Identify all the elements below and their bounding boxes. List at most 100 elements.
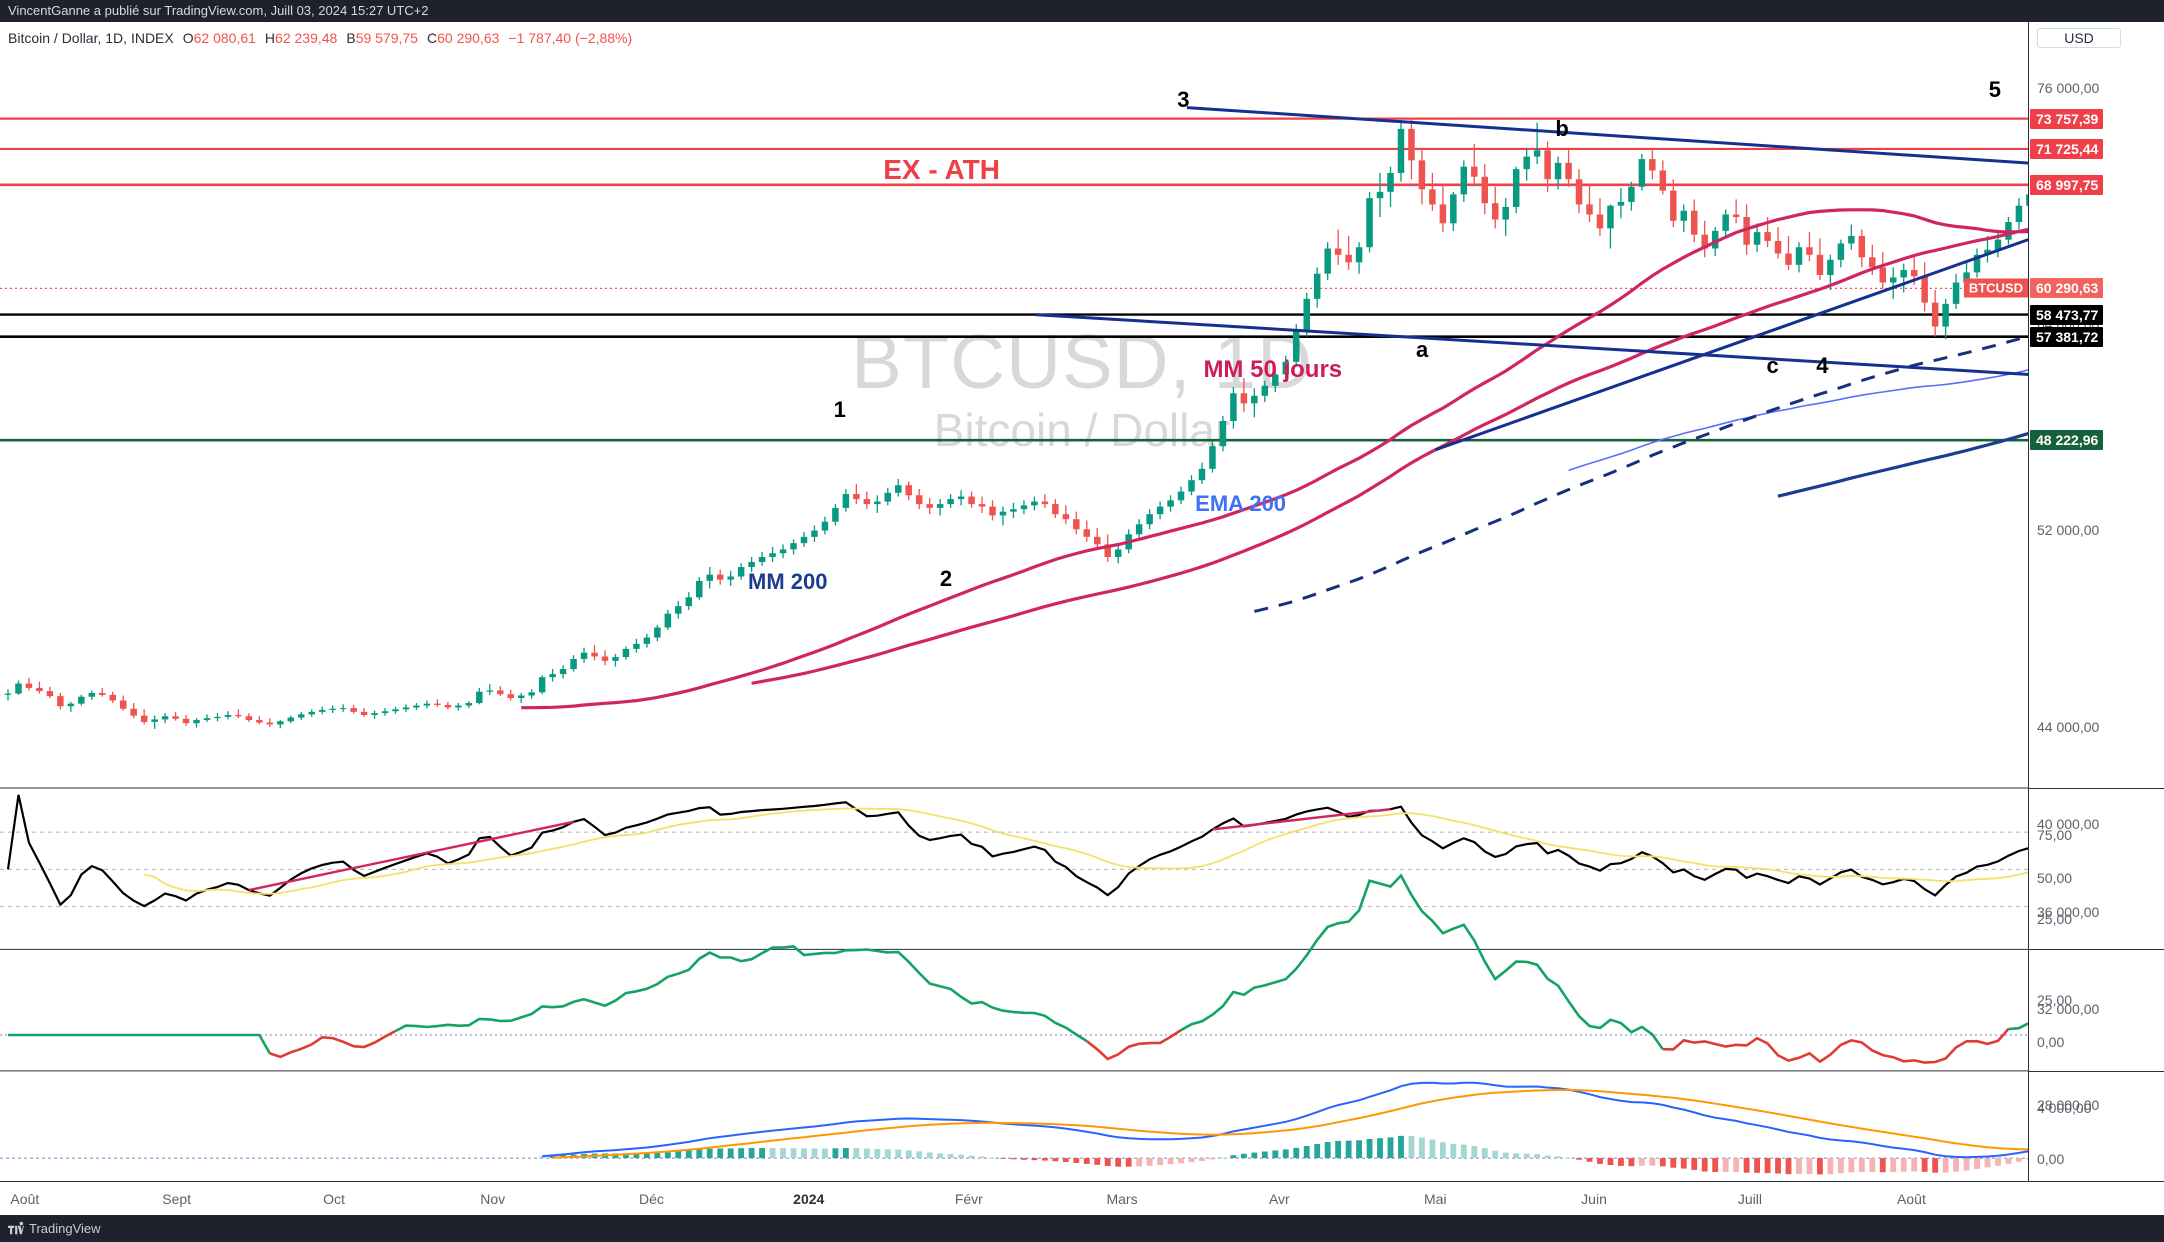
chart-canvas[interactable]: BTCUSD, 1D Bitcoin / Dollar EX - ATH MM 5… bbox=[0, 22, 2164, 1215]
time-tick-label: Juin bbox=[1581, 1191, 1607, 1207]
candle-body bbox=[591, 652, 598, 657]
price-tick-label: 40 000,00 bbox=[2037, 815, 2100, 832]
macd-bar bbox=[1733, 1158, 1740, 1172]
downtrend-line-upper[interactable] bbox=[1186, 106, 2067, 168]
price-tick-label: 0,00 bbox=[2037, 1033, 2065, 1050]
candle-body bbox=[46, 691, 54, 697]
candle-body bbox=[476, 691, 483, 704]
candle-body bbox=[1272, 374, 1279, 386]
macd-bar bbox=[759, 1148, 766, 1159]
macd-bar bbox=[1240, 1153, 1247, 1159]
macd-bar bbox=[1000, 1158, 1006, 1159]
macd-bar bbox=[853, 1148, 860, 1159]
macd-bar bbox=[1041, 1158, 1048, 1161]
macd-bar bbox=[842, 1147, 849, 1159]
macd-bar bbox=[811, 1148, 818, 1159]
macd-bar bbox=[706, 1148, 713, 1159]
candle-body bbox=[1418, 160, 1426, 190]
macd-bar bbox=[1083, 1158, 1090, 1164]
pane-separator bbox=[2029, 1070, 2164, 1072]
price-level-tag[interactable]: 73 757,39 bbox=[2030, 108, 2104, 129]
macd-bar bbox=[685, 1150, 692, 1159]
macd-bar bbox=[863, 1148, 870, 1159]
price-level-tag[interactable]: 48 222,96 bbox=[2030, 430, 2104, 451]
candle-body bbox=[1156, 506, 1164, 515]
macd-bar bbox=[958, 1154, 965, 1159]
candle-body bbox=[1816, 254, 1824, 275]
candle-body bbox=[1073, 519, 1080, 530]
rsi-line bbox=[6, 794, 2164, 908]
price-level-tag[interactable]: 57 381,72 bbox=[2030, 326, 2104, 347]
macd-bar bbox=[643, 1152, 650, 1159]
brand-bar: TradingView bbox=[0, 1215, 2164, 1242]
chart-legend[interactable]: Bitcoin / Dollar, 1D, INDEX O62 080,61 H62… bbox=[8, 30, 632, 46]
candle-body bbox=[769, 553, 776, 557]
candle-body bbox=[161, 716, 169, 720]
candle-body bbox=[1282, 361, 1290, 375]
macd-bar bbox=[1827, 1158, 1834, 1175]
time-tick-label: Févr bbox=[954, 1191, 983, 1207]
ma-70-line bbox=[751, 219, 2164, 685]
tradingview-logo-icon bbox=[8, 1217, 24, 1242]
price-tick-label: 32 000,00 bbox=[2037, 1000, 2100, 1017]
price-level-tag[interactable]: 60 290,63 bbox=[2030, 278, 2104, 299]
macd-bar bbox=[1618, 1158, 1624, 1166]
time-tick-label: Mars bbox=[1106, 1191, 1138, 1207]
candle-body bbox=[1209, 446, 1216, 469]
candle-body bbox=[15, 683, 22, 694]
macd-bar bbox=[1387, 1137, 1394, 1159]
macd-bar bbox=[1900, 1158, 1907, 1172]
candle-body bbox=[1984, 249, 1991, 255]
candle-body bbox=[1910, 269, 1918, 277]
macd-bar bbox=[1565, 1157, 1572, 1159]
candle-body bbox=[245, 716, 253, 721]
macd-bar bbox=[1220, 1157, 1226, 1159]
ema-200-line bbox=[1568, 343, 2164, 472]
candle-body bbox=[1345, 254, 1352, 263]
candle-body bbox=[811, 530, 818, 537]
macd-bar bbox=[1178, 1158, 1184, 1164]
candle-body bbox=[926, 504, 933, 508]
price-level-tag[interactable]: 68 997,75 bbox=[2030, 174, 2104, 195]
candle-body bbox=[1690, 210, 1698, 235]
macd-bar bbox=[979, 1156, 985, 1159]
downtrend-line-lower[interactable] bbox=[1034, 313, 2067, 379]
candle-body bbox=[1628, 186, 1635, 202]
candle-body bbox=[570, 658, 577, 670]
macd-bar bbox=[1021, 1158, 1027, 1160]
price-tick-label: 75,00 bbox=[2037, 826, 2073, 843]
macd-bar bbox=[1460, 1144, 1467, 1159]
candle-body bbox=[559, 669, 567, 675]
uptrend-line[interactable] bbox=[1434, 224, 2067, 452]
chart-plot-layer bbox=[0, 106, 2164, 1175]
brand-label: TradingView bbox=[29, 1221, 101, 1236]
macd-bar bbox=[1701, 1158, 1708, 1172]
macd-bar bbox=[1314, 1144, 1321, 1159]
macd-bar bbox=[1879, 1158, 1886, 1173]
candle-body bbox=[88, 692, 96, 697]
candle-body bbox=[1167, 500, 1174, 507]
candle-body bbox=[989, 506, 996, 516]
candle-body bbox=[1062, 514, 1070, 520]
time-axis[interactable]: Août Sept Oct Nov Déc 2024 Févr Mars Avr Mai Juin J… bbox=[0, 1181, 2164, 1215]
pane-separator bbox=[2029, 787, 2164, 789]
candle-body bbox=[193, 720, 200, 724]
candle-body bbox=[140, 715, 148, 722]
candle-body bbox=[1397, 128, 1405, 173]
macd-bar bbox=[1743, 1158, 1750, 1173]
macd-bar bbox=[1649, 1158, 1656, 1166]
candle-body bbox=[1848, 235, 1855, 244]
candle-body bbox=[1198, 468, 1206, 481]
macd-bar bbox=[1094, 1158, 1101, 1165]
macd-bar bbox=[790, 1148, 797, 1159]
candle-body bbox=[1303, 298, 1310, 331]
price-level-tag[interactable]: 58 473,77 bbox=[2030, 304, 2104, 325]
legend-high-value: 62 239,48 bbox=[275, 30, 338, 46]
macd-bar bbox=[1754, 1158, 1761, 1173]
macd-bar bbox=[1031, 1158, 1038, 1161]
legend-low-value: 59 579,75 bbox=[355, 30, 418, 46]
price-level-tag[interactable]: 71 725,44 bbox=[2030, 138, 2104, 159]
macd-bar bbox=[717, 1148, 724, 1159]
price-tick-label: 44 000,00 bbox=[2037, 719, 2100, 736]
